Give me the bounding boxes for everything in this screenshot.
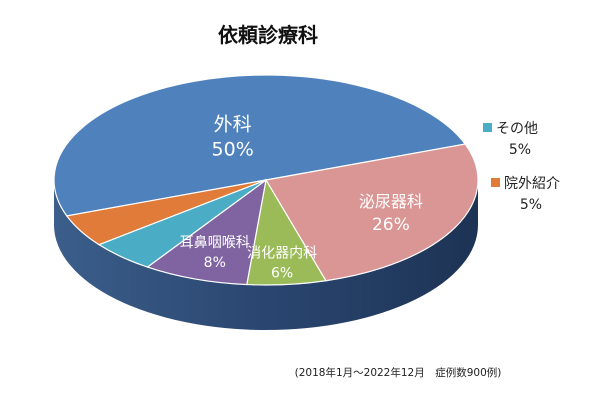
legend-swatch-5 (483, 123, 492, 132)
slice-label-name-2: 泌尿器科 (359, 192, 423, 211)
slice-label-name-1: 外科 (214, 114, 252, 136)
slice-label-name-4: 耳鼻咽喉科 (180, 234, 250, 251)
slice-label-value-1: 50% (212, 139, 254, 161)
slice-label-name-3: 消化器内科 (247, 246, 317, 262)
pie-slice-1 (53, 74, 467, 217)
legend-swatch-6 (491, 178, 500, 187)
slice-label-value-2: 26% (372, 215, 410, 235)
slice-label-name-5: その他 (496, 121, 538, 137)
pie-slice-6 (65, 179, 267, 246)
chart-title: 依頼診療科 (218, 23, 318, 47)
slice-label-value-4: 8% (204, 255, 226, 271)
pie-slice-2 (265, 143, 479, 282)
pie-slice-4 (146, 178, 267, 286)
slice-label-value-6: 5% (520, 197, 542, 213)
chart-footnote: (2018年1月～2022年12月 症例数900例) (295, 366, 502, 379)
slice-label-value-5: 5% (509, 142, 531, 158)
pie-side-wall (54, 180, 478, 330)
slice-label-value-3: 6% (271, 266, 293, 282)
slice-label-name-6: 院外紹介 (504, 176, 560, 192)
